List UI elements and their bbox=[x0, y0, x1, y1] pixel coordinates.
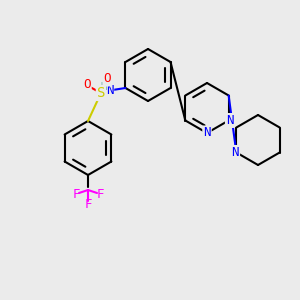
Text: F: F bbox=[72, 188, 80, 202]
Text: H: H bbox=[100, 82, 106, 92]
Text: N: N bbox=[226, 114, 233, 127]
Text: N: N bbox=[106, 83, 113, 97]
Text: F: F bbox=[96, 188, 104, 202]
Text: N: N bbox=[232, 146, 239, 159]
Text: F: F bbox=[84, 197, 92, 211]
Text: S: S bbox=[97, 86, 105, 100]
Text: O: O bbox=[103, 73, 111, 85]
Text: O: O bbox=[83, 79, 91, 92]
Text: N: N bbox=[203, 127, 211, 140]
